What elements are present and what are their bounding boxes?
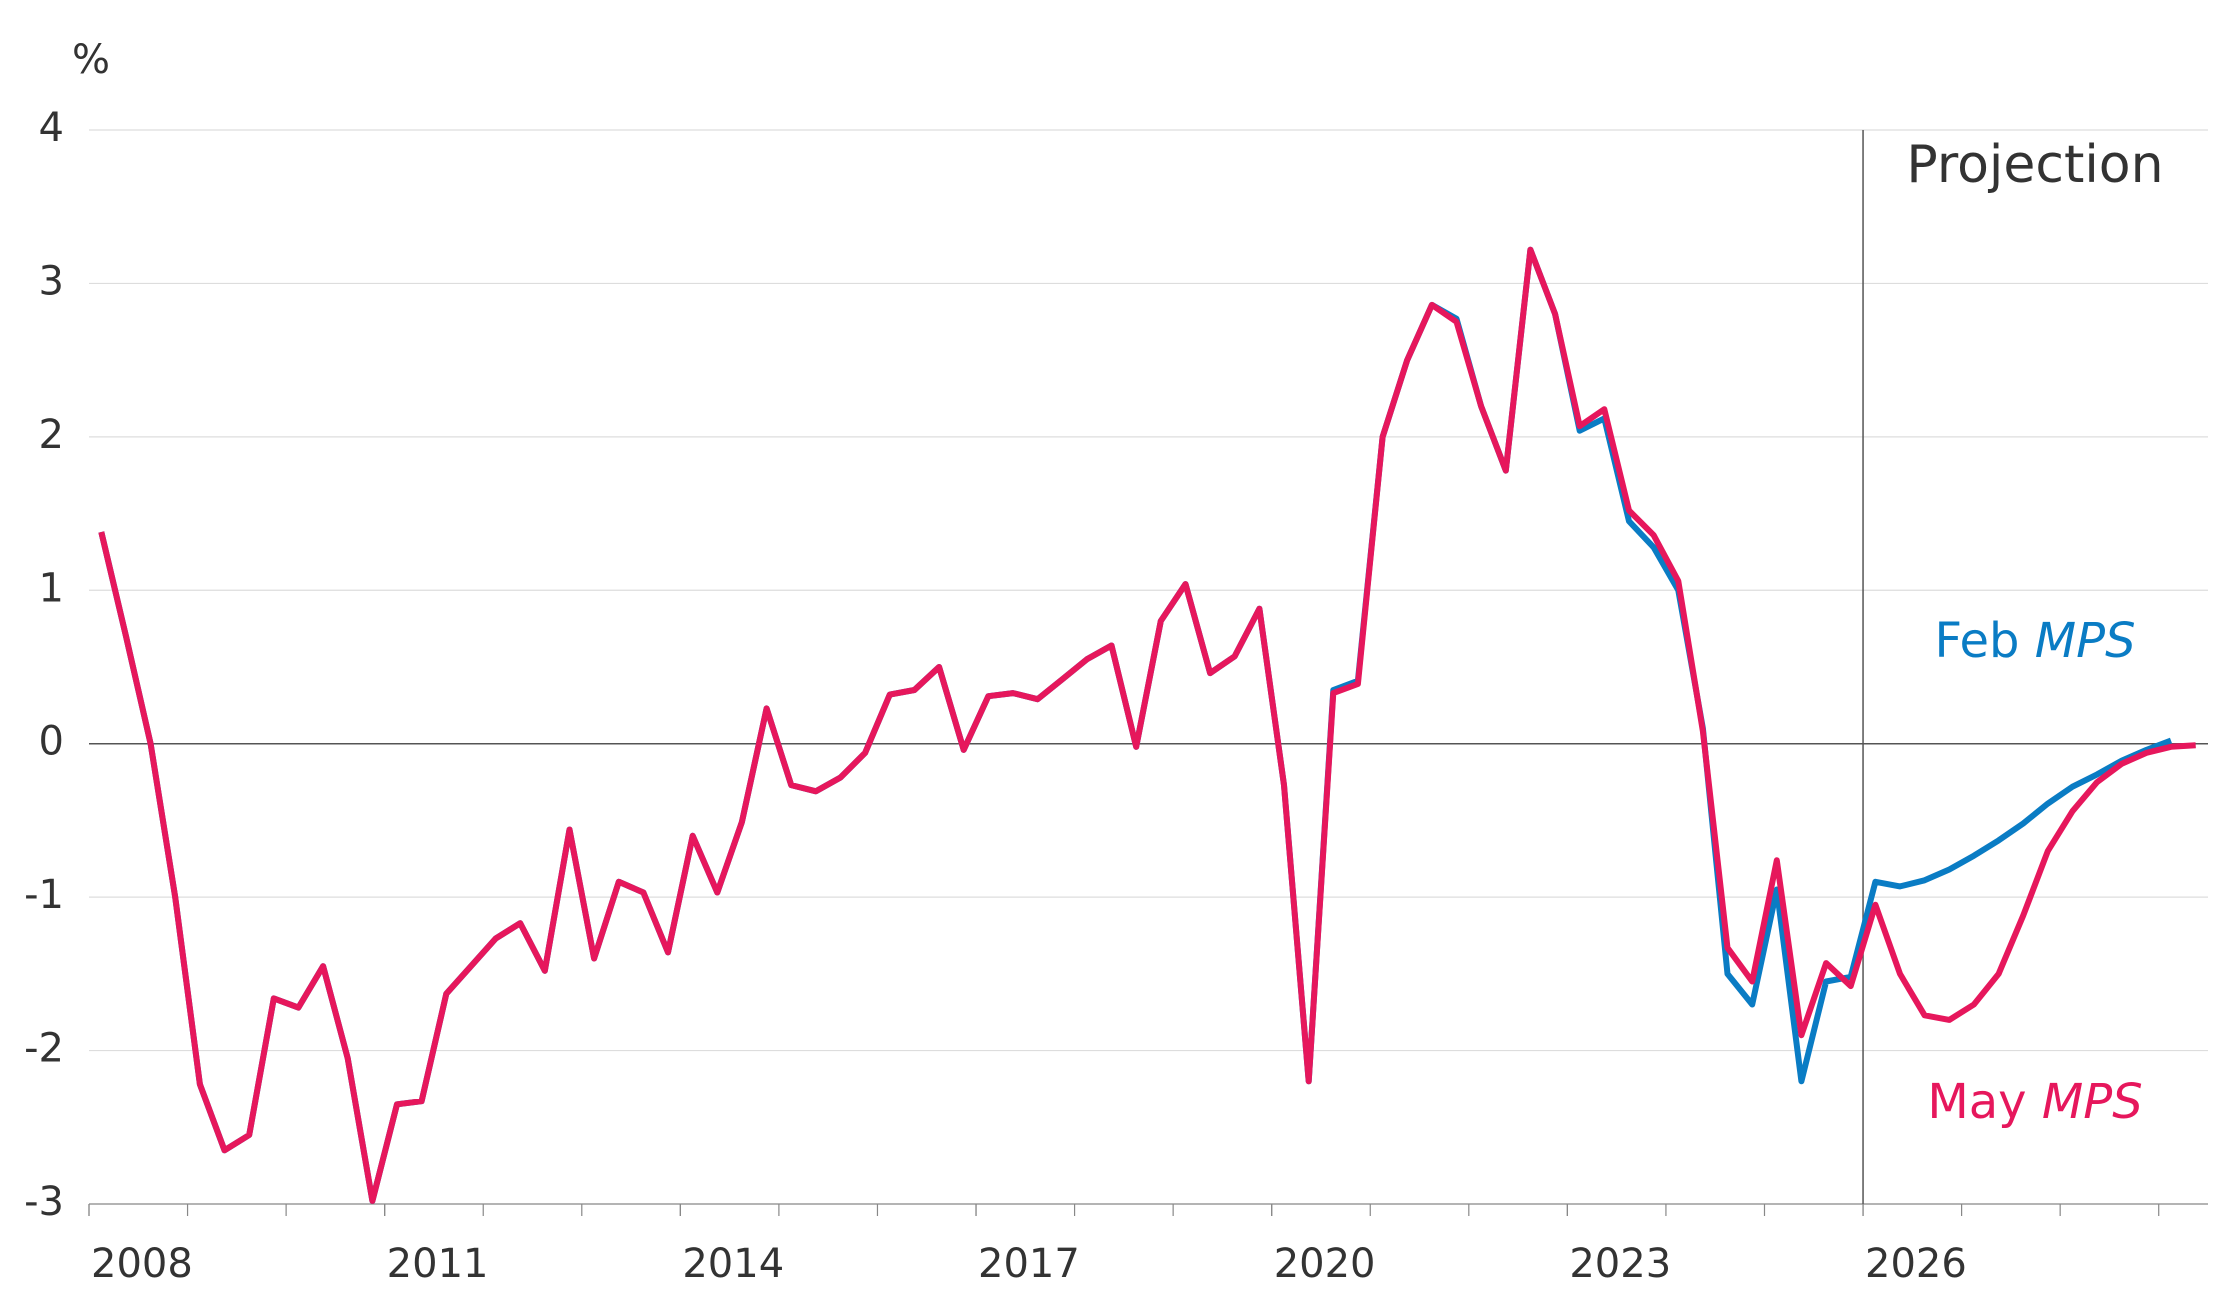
x-tick-label: 2014 [682,1241,784,1287]
y-tick-label: 2 [39,412,64,458]
y-tick-label: -3 [24,1179,64,1225]
series-line [98,246,2196,1204]
y-tick-label: 3 [39,258,64,304]
x-tick-label: 2026 [1865,1241,1967,1287]
series-line [98,246,2173,1204]
y-tick-label: 4 [39,105,64,151]
x-tick-label: 2011 [387,1241,489,1287]
y-tick-label: 0 [39,719,64,765]
y-tick-label: -1 [24,872,64,918]
y-tick-label: 1 [39,565,64,611]
x-tick-label: 2023 [1569,1241,1671,1287]
x-tick-label: 2008 [91,1241,193,1287]
projection-label: Projection [1906,135,2163,195]
legend-label: Feb MPS [1934,613,2135,669]
y-unit: % [72,37,110,83]
legend-label: May MPS [1927,1074,2142,1130]
x-tick-label: 2020 [1274,1241,1376,1287]
x-tick-label: 2017 [978,1241,1080,1287]
y-tick-label: -2 [24,1026,64,1072]
